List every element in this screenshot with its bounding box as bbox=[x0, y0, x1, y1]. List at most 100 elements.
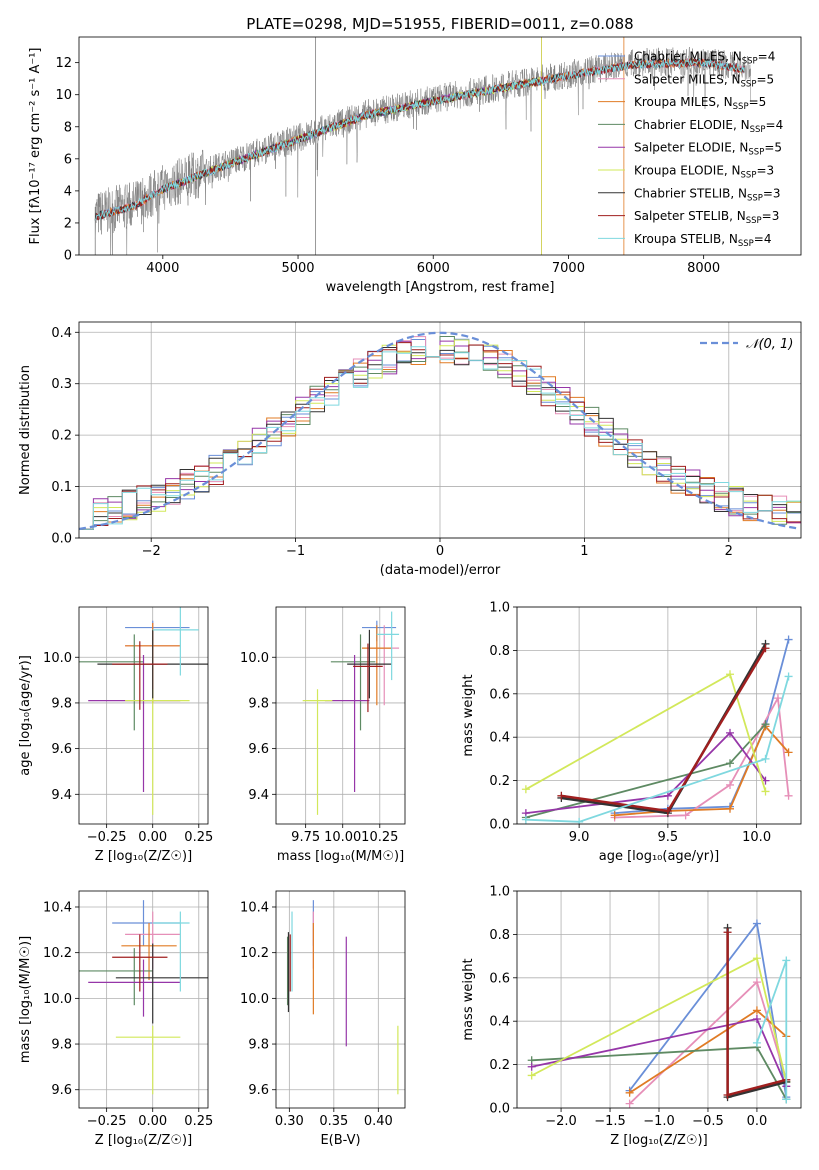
histogram-salpeter-stelib bbox=[79, 342, 801, 530]
age_vs_mass-xtick-label: 10.00 bbox=[324, 830, 361, 845]
series-marker bbox=[761, 754, 770, 763]
mass_vs_ebv-ytick-label: 9.6 bbox=[248, 1083, 269, 1098]
age_vs_mass-xtick-label: 10.25 bbox=[361, 830, 398, 845]
mass_vs_ebv-xtick-label: 0.35 bbox=[319, 1114, 348, 1129]
age_vs_mass-point-kroupa-elodie bbox=[302, 689, 333, 815]
weight_vs_age-plot bbox=[521, 635, 793, 824]
mass_vs_Z-frame bbox=[78, 890, 209, 1109]
residuals-plot bbox=[79, 331, 801, 531]
legend-label: Kroupa ELODIE, NSSP=3 bbox=[634, 164, 774, 181]
mass_vs_Z-ytick-label: 10.2 bbox=[43, 946, 72, 961]
residuals-xtick-label: 2 bbox=[725, 544, 733, 559]
weight_vs_Z-ytick-label: 1.0 bbox=[489, 885, 510, 900]
series-marker bbox=[752, 1015, 761, 1024]
age_vs_mass-point-salpeter-stelib bbox=[353, 643, 383, 713]
weight_vs_age-ytick-label: 0.2 bbox=[489, 774, 510, 789]
age_vs_Z-frame bbox=[78, 606, 209, 825]
mass_vs_ebv-ytick-label: 10.0 bbox=[240, 992, 269, 1007]
weight_vs_age-series-salpeter-stelib bbox=[557, 644, 770, 815]
weight_vs_age-ytick-label: 0.8 bbox=[489, 644, 510, 659]
series-marker bbox=[784, 748, 793, 757]
spectrum-axes: 4000 5000 6000 7000 8000 0 2 4 6 8 10 12 wavelength … bbox=[28, 48, 720, 296]
legend-label: 𝒩(0, 1) bbox=[746, 337, 793, 352]
spectrum-xtick-label: 4000 bbox=[146, 261, 179, 276]
mass_vs_Z-plot bbox=[79, 900, 208, 1095]
series-marker bbox=[761, 720, 770, 729]
mass_vs_Z-ytick-label: 9.6 bbox=[51, 1083, 72, 1098]
weight_vs_Z-xtick-label: −1.5 bbox=[594, 1114, 626, 1129]
series-marker bbox=[726, 780, 734, 789]
weight_vs_age-series-kroupa-stelib bbox=[521, 672, 793, 824]
mass_vs_Z-xtick-label: 0.00 bbox=[138, 1114, 167, 1129]
weight_vs_age-xlabel: age [log₁₀(age/yr)] bbox=[599, 849, 720, 864]
spectrum-ytick-label: 8 bbox=[64, 120, 72, 135]
weight_vs_age-ylabel: mass weight bbox=[461, 674, 476, 756]
weight_vs_Z-ylabel: mass weight bbox=[461, 958, 476, 1040]
residuals-xlabel: (data-model)/error bbox=[380, 563, 501, 578]
residuals-ytick-label: 0.4 bbox=[51, 326, 72, 341]
spectrum-xlabel: wavelength [Angstrom, rest frame] bbox=[326, 280, 555, 295]
mass_vs_ebv-xlabel: E(B-V) bbox=[320, 1133, 360, 1148]
weight_vs_Z-xtick-label: 0.0 bbox=[747, 1114, 768, 1129]
series-marker bbox=[521, 785, 530, 794]
mass_vs_Z-ytick-label: 9.8 bbox=[51, 1038, 72, 1053]
weight_vs_Z-series-kroupa-stelib bbox=[752, 956, 791, 1104]
weight_vs_age-xtick-label: 9.0 bbox=[569, 830, 590, 845]
gaussian-curve bbox=[79, 331, 799, 531]
age_vs_mass-plot bbox=[302, 611, 400, 815]
residuals-ytick-label: 0.1 bbox=[51, 480, 72, 495]
series-marker bbox=[726, 804, 734, 813]
mass_vs_ebv-ytick-label: 9.8 bbox=[248, 1038, 269, 1053]
series-marker bbox=[610, 811, 619, 820]
spectrum-title: PLATE=0298, MJD=51955, FIBERID=0011, z=0… bbox=[246, 15, 633, 33]
mass_vs_Z-xtick-label: 0.25 bbox=[184, 1114, 213, 1129]
residuals-xtick-label: −1 bbox=[286, 544, 305, 559]
legend-label: Chabrier MILES, NSSP=4 bbox=[634, 50, 775, 67]
mass_vs_Z-axes: −0.25 0.00 0.25 9.6 9.8 10.0 10.2 10.4 Z [log₁₀(… bbox=[18, 891, 213, 1148]
histogram-chabrier-stelib bbox=[79, 347, 801, 530]
age_vs_Z-ytick-label: 9.4 bbox=[51, 788, 72, 803]
age_vs_Z-ytick-label: 9.6 bbox=[51, 742, 72, 757]
spectrum-ytick-label: 4 bbox=[64, 184, 72, 199]
series-marker bbox=[521, 815, 530, 824]
spectrum-ytick-label: 12 bbox=[55, 56, 72, 71]
mass_vs_Z-ylabel: mass [log₁₀(M/M☉)] bbox=[18, 936, 33, 1063]
mass_vs_ebv-xtick-label: 0.40 bbox=[364, 1114, 393, 1129]
series-marker bbox=[527, 1071, 536, 1080]
weight_vs_Z-ytick-label: 0.6 bbox=[489, 971, 510, 986]
weight_vs_age-xtick-label: 10.0 bbox=[742, 830, 771, 845]
age_vs_Z-point-kroupa-stelib bbox=[152, 607, 199, 676]
series-marker bbox=[663, 791, 672, 800]
legend-label: Salpeter STELIB, NSSP=3 bbox=[634, 209, 779, 226]
age_vs_Z-xtick-label: −0.25 bbox=[87, 830, 127, 845]
weight_vs_Z-frame bbox=[516, 890, 802, 1109]
spectrum-xtick-label: 8000 bbox=[687, 261, 720, 276]
spectrum-xtick-label: 5000 bbox=[281, 261, 314, 276]
weight_vs_age-ytick-label: 0.4 bbox=[489, 731, 510, 746]
mass_vs_Z-point-kroupa-stelib bbox=[152, 911, 190, 992]
age_vs_Z-xlabel: Z [log₁₀(Z/Z☉)] bbox=[95, 849, 192, 864]
series-line bbox=[525, 676, 790, 823]
mass_vs_Z-xlabel: Z [log₁₀(Z/Z☉)] bbox=[95, 1133, 192, 1148]
spectrum-plot bbox=[94, 37, 752, 255]
residuals-ytick-label: 0.2 bbox=[51, 429, 72, 444]
age_vs_Z-ylabel: age [log₁₀(age/yr)] bbox=[18, 655, 33, 776]
spectrum-ytick-label: 10 bbox=[55, 88, 72, 103]
legend-label: Chabrier ELODIE, NSSP=4 bbox=[634, 118, 783, 135]
series-marker bbox=[625, 1088, 634, 1097]
age_vs_Z-plot bbox=[79, 607, 208, 815]
series-marker bbox=[723, 928, 732, 937]
series-marker bbox=[527, 1062, 536, 1071]
mass_vs_Z-xtick-label: −0.25 bbox=[87, 1114, 127, 1129]
age_vs_Z-point-salpeter-stelib bbox=[112, 641, 168, 710]
age_vs_Z-ytick-label: 9.8 bbox=[51, 696, 72, 711]
spectrum-ytick-label: 0 bbox=[64, 249, 72, 264]
series-marker bbox=[784, 635, 793, 644]
series-marker bbox=[663, 806, 672, 815]
age_vs_mass-xtick-label: 9.75 bbox=[291, 830, 320, 845]
mass_vs_Z-point-salpeter-elodie bbox=[88, 959, 181, 1017]
series-marker bbox=[773, 694, 782, 703]
age_vs_mass-ytick-label: 9.4 bbox=[248, 788, 269, 803]
mass_vs_ebv-xtick-label: 0.30 bbox=[275, 1114, 304, 1129]
